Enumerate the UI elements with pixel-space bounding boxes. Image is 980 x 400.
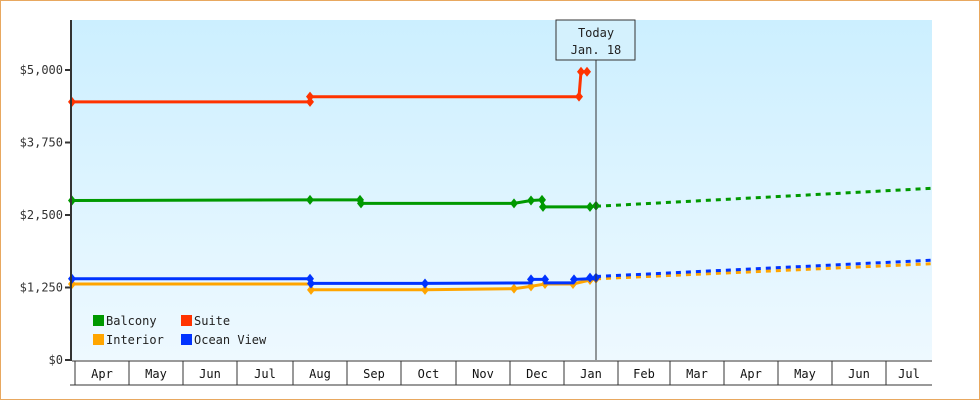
y-tick-label: $1,250 (20, 281, 63, 295)
month-label: Jun (848, 367, 870, 381)
month-label: Apr (740, 367, 762, 381)
y-tick-label: $3,750 (20, 136, 63, 150)
data-point-marker[interactable] (527, 195, 535, 206)
legend-item-suite[interactable]: Suite (181, 314, 230, 328)
month-label: May (794, 367, 816, 381)
month-label: Feb (633, 367, 655, 381)
legend-label: Balcony (106, 314, 157, 328)
x-axis: Apr May Jun Jul Aug Sep Oct Nov Dec Jan Feb Mar Apr M… (70, 360, 932, 386)
data-point-marker[interactable] (575, 91, 583, 102)
data-point-marker[interactable] (510, 198, 518, 209)
series-suite (68, 66, 591, 107)
month-label: Jul (898, 367, 920, 381)
month-label: Jul (254, 367, 276, 381)
today-date: Jan. 18 (571, 43, 622, 57)
today-label: Today (578, 26, 614, 40)
data-point-marker[interactable] (539, 201, 547, 212)
y-tick-label: $5,000 (20, 63, 63, 77)
data-point-marker[interactable] (510, 283, 518, 294)
month-label: Aug (309, 367, 331, 381)
month-label: Mar (686, 367, 708, 381)
data-point-marker[interactable] (538, 194, 546, 205)
month-label: Jan (580, 367, 602, 381)
legend-label: Ocean View (194, 333, 267, 347)
legend-label: Interior (106, 333, 164, 347)
y-tick-label: $2,500 (20, 208, 63, 222)
data-point-marker[interactable] (570, 274, 578, 285)
legend-swatch (93, 334, 104, 345)
y-axis: $0 $1,250 $2,500 $3,750 $5,000 (20, 20, 72, 367)
data-point-marker[interactable] (306, 91, 314, 102)
month-label: Jun (199, 367, 221, 381)
legend-swatch (181, 334, 192, 345)
y-tick-label: $0 (49, 353, 63, 367)
data-point-marker[interactable] (577, 66, 585, 77)
data-point-marker[interactable] (357, 198, 365, 209)
month-label: May (145, 367, 167, 381)
month-label: Nov (472, 367, 494, 381)
data-point-marker[interactable] (527, 274, 535, 285)
legend-item-ocean-view[interactable]: Ocean View (181, 333, 267, 347)
month-label: Apr (91, 367, 113, 381)
forecast-line (595, 262, 933, 281)
forecast-line (595, 186, 933, 208)
data-point-marker[interactable] (307, 278, 315, 289)
legend-swatch (181, 315, 192, 326)
series-layer (68, 66, 933, 295)
month-label: Sep (363, 367, 385, 381)
legend-item-balcony[interactable]: Balcony (93, 314, 157, 328)
series-line (71, 198, 597, 209)
today-callout (555, 19, 636, 61)
forecast-line (595, 258, 933, 278)
data-point-marker[interactable] (421, 278, 429, 289)
data-point-marker[interactable] (306, 194, 314, 205)
series-balcony (68, 186, 933, 212)
legend-item-interior[interactable]: Interior (93, 333, 164, 347)
month-label: Oct (418, 367, 440, 381)
legend-label: Suite (194, 314, 230, 328)
legend: Balcony Suite Interior Ocean View (93, 314, 267, 347)
legend-swatch (93, 315, 104, 326)
data-point-marker[interactable] (307, 284, 315, 295)
data-point-marker[interactable] (586, 272, 594, 283)
data-point-marker[interactable] (583, 66, 591, 77)
data-point-marker[interactable] (421, 284, 429, 295)
series-ocean-view (68, 258, 933, 289)
data-point-marker[interactable] (541, 274, 549, 285)
data-point-marker[interactable] (586, 201, 594, 212)
today-marker: Today Jan. 18 (555, 19, 636, 360)
plot-area (72, 20, 932, 360)
month-label: Dec (526, 367, 548, 381)
data-point-marker[interactable] (306, 96, 314, 107)
